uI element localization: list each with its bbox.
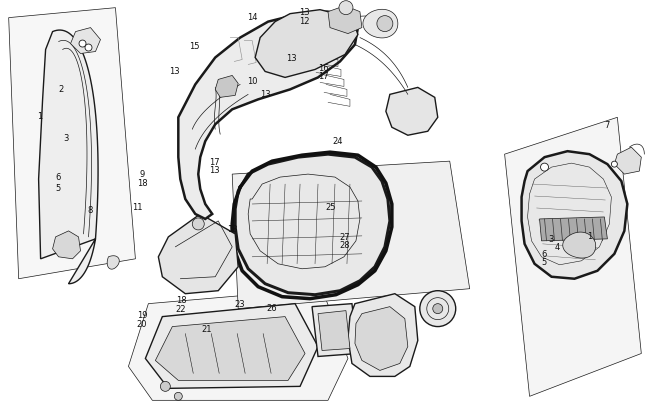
Circle shape [541,164,549,172]
Polygon shape [178,13,358,220]
Text: 19: 19 [137,310,148,319]
Text: 5: 5 [55,183,60,192]
Text: 3: 3 [63,133,68,143]
Polygon shape [363,10,398,39]
Text: 2: 2 [58,85,64,94]
Text: 20: 20 [137,319,148,328]
Text: 12: 12 [299,17,309,26]
Polygon shape [504,118,642,396]
Polygon shape [312,304,358,356]
Polygon shape [386,88,437,136]
Text: 1: 1 [37,111,42,120]
Text: 11: 11 [132,203,142,212]
Polygon shape [8,9,135,279]
Text: 17: 17 [318,72,329,81]
Text: 3: 3 [548,234,553,243]
Polygon shape [563,232,595,258]
Polygon shape [71,28,101,54]
Polygon shape [255,11,358,78]
Polygon shape [53,231,81,259]
Text: 17: 17 [209,158,220,166]
Polygon shape [159,214,238,294]
Text: 7: 7 [604,121,609,130]
Polygon shape [318,311,350,351]
Circle shape [433,304,443,314]
Circle shape [420,291,456,327]
Polygon shape [328,6,362,34]
Text: 13: 13 [209,166,220,175]
Text: 14: 14 [247,13,257,22]
Circle shape [161,382,170,391]
Circle shape [377,17,393,32]
Text: 1: 1 [587,231,592,240]
Text: 4: 4 [554,243,560,252]
Polygon shape [348,294,418,377]
Circle shape [339,2,353,16]
Polygon shape [129,289,348,400]
Text: 21: 21 [202,324,212,333]
Text: 5: 5 [541,258,547,267]
Circle shape [192,218,204,230]
Circle shape [174,392,182,400]
Text: 13: 13 [299,8,309,17]
Text: 6: 6 [55,173,60,182]
Text: 22: 22 [176,304,187,313]
Polygon shape [146,304,318,388]
Text: 18: 18 [136,179,148,188]
Polygon shape [235,155,390,295]
Polygon shape [155,317,305,380]
Polygon shape [232,162,470,309]
Text: 15: 15 [188,41,200,50]
Polygon shape [540,217,607,241]
Circle shape [85,45,92,52]
Polygon shape [107,256,119,269]
Text: 26: 26 [266,303,277,312]
Polygon shape [215,76,238,98]
Circle shape [612,162,618,168]
Text: 27: 27 [339,232,350,241]
Text: 13: 13 [227,224,238,233]
Text: 13: 13 [169,67,180,76]
Text: 13: 13 [286,53,296,62]
Text: 8: 8 [88,205,93,214]
Text: 9: 9 [140,170,145,179]
Text: 16: 16 [318,64,329,73]
Text: 10: 10 [247,77,257,86]
Text: 25: 25 [325,202,335,211]
Text: 24: 24 [333,136,343,146]
Polygon shape [38,31,98,284]
Polygon shape [355,307,408,371]
Text: 23: 23 [234,299,244,308]
Polygon shape [614,148,642,175]
Text: 6: 6 [541,249,547,259]
Polygon shape [521,152,627,279]
Text: 28: 28 [339,241,350,249]
Text: 13: 13 [260,90,270,99]
Circle shape [79,41,86,48]
Text: 18: 18 [176,295,187,304]
